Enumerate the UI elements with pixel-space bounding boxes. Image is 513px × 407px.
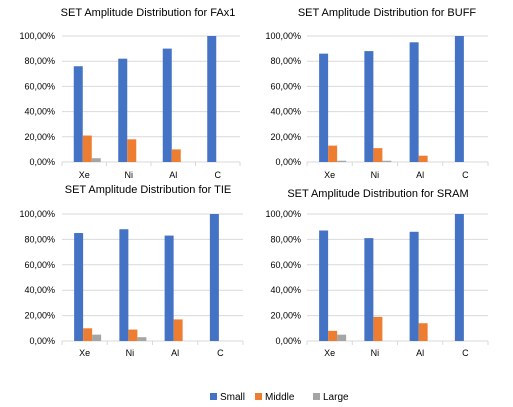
x-category-label: Al (416, 170, 424, 180)
bar-middle-al (171, 149, 181, 162)
y-tick-label: 80,00% (270, 56, 301, 66)
bar-small-c (207, 36, 217, 162)
chart-1: SET Amplitude Distribution for FAx1 0,00%… (19, 7, 241, 180)
x-category-label: Al (416, 348, 424, 358)
chart-2: SET Amplitude Distribution for BUFF 0,00%… (265, 7, 489, 180)
charts-layer: SET Amplitude Distribution for FAx1 0,00%… (19, 7, 489, 358)
legend-swatch-large (313, 393, 320, 400)
bar-middle-xe (328, 145, 338, 162)
legend-label-small: Small (220, 392, 245, 403)
bar-middle-al (418, 323, 428, 341)
legend-swatch-small (210, 393, 217, 400)
bar-small-al (409, 42, 419, 162)
bar-small-ni (364, 238, 374, 341)
x-category-label: C (462, 170, 469, 180)
x-category-label: C (215, 170, 222, 180)
x-category-label: Ni (371, 170, 380, 180)
bar-small-ni (119, 229, 129, 341)
y-tick-label: 100,00% (19, 31, 55, 41)
bar-small-xe (73, 66, 83, 162)
bar-small-xe (319, 53, 329, 162)
bar-small-ni (118, 58, 128, 162)
y-tick-label: 20,00% (24, 311, 55, 321)
bar-small-al (162, 48, 172, 162)
bar-middle-al (173, 319, 183, 341)
y-tick-label: 40,00% (270, 107, 301, 117)
y-tick-label: 40,00% (24, 285, 55, 295)
x-category-label: Xe (324, 348, 335, 358)
y-tick-label: 80,00% (270, 234, 301, 244)
legend-label-large: Large (323, 392, 349, 403)
legend-label-middle: Middle (265, 392, 295, 403)
bar-small-c (454, 214, 464, 341)
y-tick-label: 40,00% (24, 107, 55, 117)
x-category-label: Ni (126, 348, 135, 358)
x-category-label: Ni (125, 170, 134, 180)
bar-small-xe (74, 233, 84, 341)
chart-3: SET Amplitude Distribution for TIE 0,00% 2… (19, 184, 244, 358)
bar-middle-ni (127, 139, 137, 162)
bar-large-xe (92, 334, 102, 341)
bar-small-c (454, 36, 464, 162)
x-category-label: Al (169, 170, 177, 180)
y-tick-label: 80,00% (24, 234, 55, 244)
legend-swatch-middle (255, 393, 262, 400)
bar-middle-ni (373, 148, 383, 162)
x-category-label: Ni (371, 348, 380, 358)
y-tick-label: 0,00% (29, 157, 55, 167)
y-tick-label: 80,00% (24, 56, 55, 66)
y-tick-label: 60,00% (24, 260, 55, 270)
bar-small-xe (319, 230, 329, 341)
y-tick-label: 60,00% (24, 81, 55, 91)
bar-small-al (409, 231, 419, 341)
y-tick-label: 100,00% (265, 209, 301, 219)
x-category-label: C (462, 348, 469, 358)
y-tick-label: 100,00% (265, 31, 301, 41)
y-tick-label: 20,00% (270, 132, 301, 142)
bar-middle-ni (373, 316, 383, 341)
y-tick-label: 0,00% (275, 336, 301, 346)
chart-title: SET Amplitude Distribution for BUFF (298, 7, 477, 19)
y-tick-label: 20,00% (24, 132, 55, 142)
y-tick-label: 100,00% (19, 209, 55, 219)
x-category-label: Xe (324, 170, 335, 180)
x-category-label: Xe (79, 170, 90, 180)
x-category-label: C (217, 348, 224, 358)
y-tick-label: 0,00% (29, 336, 55, 346)
bar-middle-xe (82, 135, 92, 162)
bar-middle-al (418, 155, 428, 162)
y-tick-label: 60,00% (270, 260, 301, 270)
bar-small-ni (364, 51, 374, 163)
chart-title: SET Amplitude Distribution for TIE (65, 184, 232, 196)
bar-small-c (209, 214, 219, 341)
bar-large-xe (337, 334, 347, 341)
bar-large-ni (382, 160, 392, 162)
bar-large-xe (337, 160, 347, 162)
bar-large-ni (137, 337, 147, 341)
bar-large-xe (91, 158, 101, 162)
y-tick-label: 20,00% (270, 311, 301, 321)
y-tick-label: 0,00% (275, 157, 301, 167)
y-tick-label: 60,00% (270, 81, 301, 91)
bar-middle-ni (128, 329, 138, 341)
bar-middle-xe (83, 328, 93, 341)
bar-middle-xe (328, 330, 338, 341)
x-category-label: Al (171, 348, 179, 358)
chart-title: SET Amplitude Distribution for FAx1 (61, 7, 236, 19)
bar-small-al (164, 235, 174, 341)
legend: Small Middle Large (210, 392, 349, 403)
chart-title: SET Amplitude Distribution for SRAM (287, 188, 468, 200)
x-category-label: Xe (79, 348, 90, 358)
chart-4: SET Amplitude Distribution for SRAM 0,00%… (265, 188, 489, 358)
y-tick-label: 40,00% (270, 285, 301, 295)
